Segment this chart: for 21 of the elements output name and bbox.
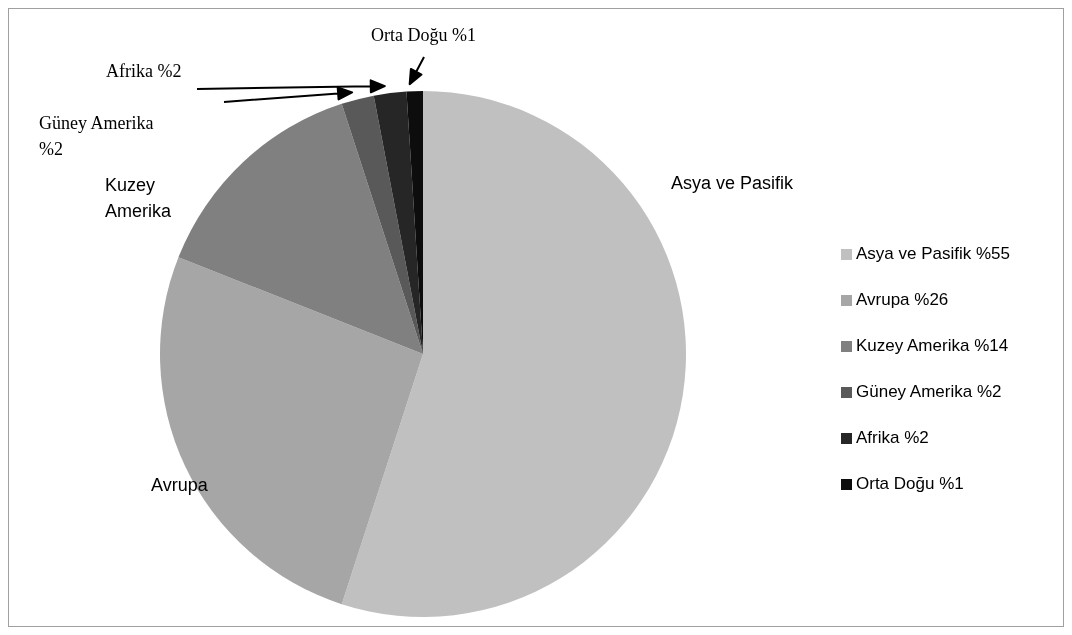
- pie-slice: [178, 103, 423, 354]
- pie-slice: [341, 95, 423, 354]
- legend-label: Asya ve Pasifik: [856, 244, 972, 263]
- data-label: %14: [974, 336, 1009, 355]
- text: Kuzey Amerika: [105, 175, 172, 221]
- legend-label: Avrupa: [856, 290, 910, 309]
- legend-label: Orta Doğu: [856, 474, 935, 493]
- text: Asya ve Pasifik: [671, 173, 795, 193]
- data-label: %1: [939, 474, 964, 493]
- text: Güney Amerika %2: [39, 113, 154, 159]
- legend-label: Güney Amerika: [856, 382, 973, 401]
- legend-label: Afrika: [856, 428, 900, 447]
- data-label: %26: [914, 290, 949, 309]
- pie-slice: [373, 91, 423, 354]
- legend-label: Kuzey Amerika: [856, 336, 970, 355]
- data-label: %2: [904, 428, 929, 447]
- data-label: %55: [976, 244, 1011, 263]
- data-label: %2: [976, 382, 1002, 401]
- text: Orta Doğu %1: [371, 25, 476, 45]
- text: Avrupa: [151, 475, 209, 495]
- text: Afrika %2: [106, 61, 182, 81]
